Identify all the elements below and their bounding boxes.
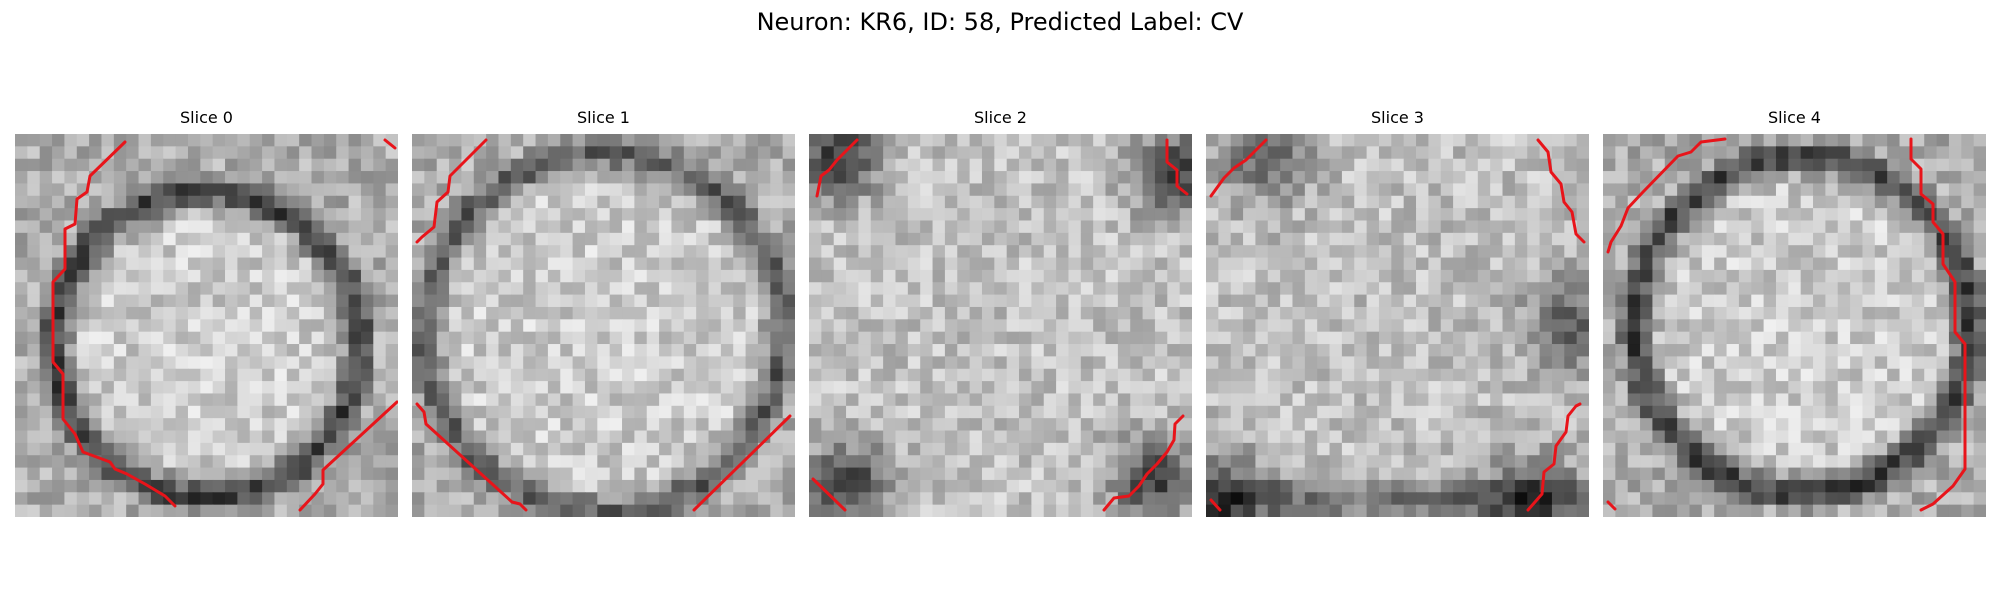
slice-title-3: Slice 3 [1371, 108, 1424, 127]
pixel-grid-4 [1603, 134, 1986, 517]
slice-svg-0 [15, 134, 398, 517]
contour-4-a [1606, 137, 1727, 254]
pixel-grid-0 [15, 134, 398, 517]
contour-3-d [1526, 402, 1582, 512]
contour-2-d [1102, 414, 1185, 512]
contour-2-c [811, 477, 847, 512]
contour-lines-1 [415, 138, 792, 512]
slice-title-4: Slice 4 [1768, 108, 1821, 127]
slice-image-3 [1206, 134, 1589, 517]
pixel-grid-1 [412, 134, 795, 517]
slice-title-1: Slice 1 [577, 108, 630, 127]
slice-title-2: Slice 2 [974, 108, 1027, 127]
slice-svg-3 [1206, 134, 1589, 517]
slice-image-4 [1603, 134, 1986, 517]
contour-4-b [1909, 137, 1967, 512]
contour-2-b [1165, 138, 1189, 196]
slice-svg-4 [1603, 134, 1986, 517]
contour-2-a [815, 138, 859, 198]
contour-1-c [692, 414, 792, 512]
contour-lines-4 [1606, 137, 1967, 512]
slice-svg-2 [809, 134, 1192, 517]
contour-0-c [383, 138, 397, 150]
slice-panel-4: Slice 4 [1603, 108, 1986, 517]
contour-3-a [1209, 138, 1268, 198]
contour-lines-3 [1209, 138, 1586, 512]
slice-image-0 [15, 134, 398, 517]
contour-lines-0 [51, 138, 398, 512]
contour-1-a [415, 138, 488, 244]
figure-title: Neuron: KR6, ID: 58, Predicted Label: CV [756, 8, 1244, 36]
contour-0-a [51, 140, 177, 508]
slice-svg-1 [412, 134, 795, 517]
contour-4-c [1606, 500, 1617, 511]
contour-3-c [1209, 498, 1222, 512]
pixel-grid-2 [809, 134, 1192, 517]
contour-1-b [415, 402, 528, 512]
slice-panel-0: Slice 0 [15, 108, 398, 517]
slice-panel-2: Slice 2 [809, 108, 1192, 517]
contour-lines-2 [811, 138, 1189, 512]
contour-0-b [298, 400, 398, 512]
slice-panel-1: Slice 1 [412, 108, 795, 517]
slice-image-1 [412, 134, 795, 517]
slice-image-2 [809, 134, 1192, 517]
slice-title-0: Slice 0 [180, 108, 233, 127]
pixel-grid-3 [1206, 134, 1589, 517]
contour-3-b [1536, 138, 1586, 244]
slice-panel-3: Slice 3 [1206, 108, 1589, 517]
